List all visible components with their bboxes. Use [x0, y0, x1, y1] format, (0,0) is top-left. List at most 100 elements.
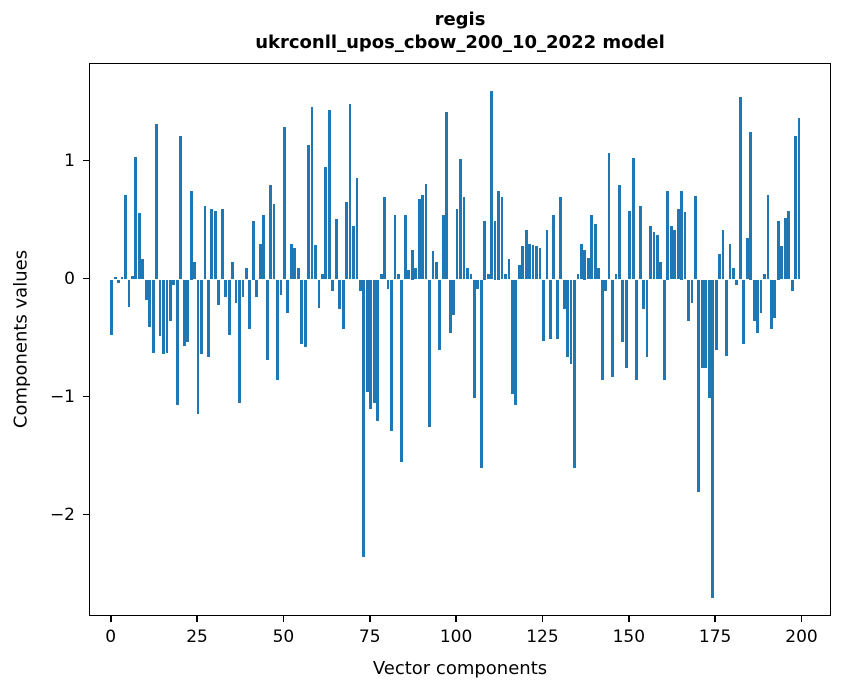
bar-196 — [787, 211, 791, 280]
bar-85 — [403, 214, 407, 280]
bar-168 — [690, 279, 694, 304]
bar-70 — [352, 226, 355, 280]
x-tick-mark — [282, 616, 285, 622]
bar-164 — [676, 208, 680, 280]
bar-190 — [766, 194, 770, 280]
x-tick-mark — [109, 616, 112, 622]
bar-100 — [455, 208, 459, 280]
bar-36 — [234, 279, 238, 304]
x-tick-mark — [196, 616, 198, 622]
bar-193 — [776, 220, 780, 280]
bar-58 — [310, 107, 314, 280]
bar-75 — [369, 279, 373, 410]
bar-158 — [656, 234, 659, 280]
bar-64 — [331, 279, 335, 292]
bar-142 — [600, 279, 604, 380]
bar-91 — [424, 183, 428, 280]
bar-39 — [245, 267, 248, 280]
bar-136 — [580, 244, 583, 280]
bar-28 — [207, 279, 210, 358]
x-axis-label: Vector components — [372, 658, 548, 679]
bar-127 — [548, 279, 552, 339]
bar-3 — [120, 277, 124, 280]
bar-12 — [151, 279, 155, 353]
bar-185 — [749, 132, 753, 280]
bar-137 — [583, 250, 587, 280]
bar-69 — [348, 103, 352, 280]
bar-169 — [694, 195, 697, 280]
bar-182 — [738, 96, 742, 280]
bar-139 — [590, 214, 594, 280]
bar-178 — [725, 279, 728, 357]
bar-101 — [459, 159, 462, 280]
bar-35 — [231, 261, 234, 280]
x-tick-label: 200 — [785, 627, 818, 647]
bar-123 — [535, 246, 538, 280]
bar-23 — [189, 191, 193, 280]
y-tick-mark — [83, 395, 89, 398]
bar-56 — [303, 279, 307, 347]
bar-51 — [286, 279, 290, 313]
bar-115 — [507, 259, 511, 280]
bar-78 — [379, 273, 383, 280]
bar-50 — [283, 127, 286, 280]
y-tick-label: −2 — [49, 504, 75, 525]
bar-105 — [472, 279, 476, 398]
bar-188 — [759, 279, 763, 313]
bar-24 — [193, 261, 196, 280]
bar-109 — [486, 273, 490, 280]
bar-124 — [538, 247, 542, 280]
bar-11 — [148, 279, 152, 327]
bar-150 — [628, 211, 632, 280]
bar-90 — [421, 194, 424, 280]
bar-113 — [500, 196, 504, 280]
bar-87 — [410, 250, 414, 280]
bar-94 — [434, 261, 438, 280]
bar-131 — [562, 279, 566, 309]
bar-72 — [358, 279, 362, 292]
bar-84 — [400, 279, 404, 463]
bar-80 — [386, 279, 390, 289]
bar-14 — [158, 279, 162, 337]
bar-83 — [396, 273, 400, 280]
y-tick-label: 1 — [64, 150, 75, 171]
bar-71 — [355, 178, 359, 280]
bar-171 — [700, 279, 704, 368]
bar-119 — [521, 246, 525, 280]
bar-82 — [393, 214, 397, 280]
bar-163 — [673, 229, 677, 280]
bar-86 — [407, 270, 411, 280]
bar-6 — [131, 275, 134, 280]
bar-63 — [327, 109, 331, 280]
bar-114 — [504, 273, 507, 280]
x-tick-label: 25 — [186, 627, 208, 647]
bar-133 — [569, 279, 573, 365]
bar-18 — [172, 279, 176, 286]
x-tick-mark — [800, 616, 803, 622]
bar-29 — [210, 208, 214, 280]
bar-183 — [742, 279, 746, 345]
bar-154 — [642, 279, 645, 309]
bar-132 — [566, 279, 570, 358]
bar-156 — [649, 226, 652, 280]
chart-title-line1: regis — [434, 9, 486, 30]
bar-107 — [479, 279, 483, 469]
bar-140 — [593, 224, 597, 280]
bar-170 — [697, 279, 701, 492]
bar-141 — [597, 267, 601, 280]
x-tick-label: 175 — [698, 627, 732, 647]
bar-93 — [431, 251, 435, 280]
bar-180 — [732, 267, 735, 280]
bar-95 — [438, 279, 442, 351]
x-tick-mark — [455, 616, 457, 622]
bar-130 — [559, 196, 563, 280]
bar-49 — [279, 279, 283, 295]
bar-89 — [417, 199, 421, 280]
bar-184 — [745, 238, 749, 280]
x-tick-mark — [368, 616, 371, 622]
y-tick-mark — [83, 513, 89, 516]
bar-199 — [797, 117, 801, 280]
bar-172 — [704, 279, 708, 368]
bar-148 — [621, 279, 625, 343]
